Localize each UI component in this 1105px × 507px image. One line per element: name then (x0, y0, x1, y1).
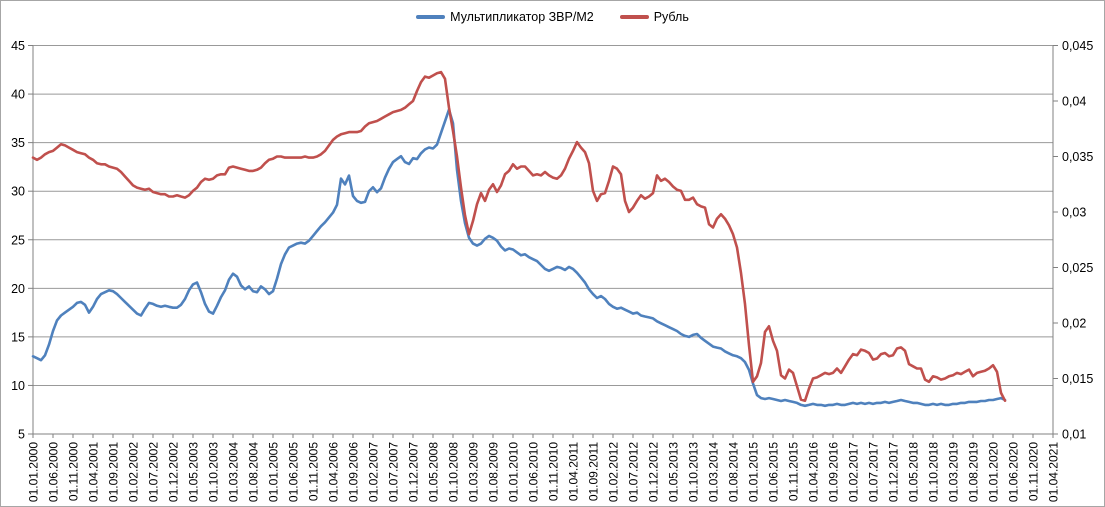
right-axis-tick-label: 0,035 (1062, 150, 1093, 164)
legend-line-blue-icon (416, 15, 446, 19)
x-axis-tick-label: 01.05.2018 (907, 442, 921, 502)
x-axis-tick-label: 01.11.2020 (1027, 442, 1041, 501)
legend-item-multiplier: Мультипликатор ЗВР/М2 (416, 10, 594, 24)
x-axis-tick-label: 01.08.2019 (967, 442, 981, 502)
x-axis-tick-label: 01.10.2013 (687, 442, 701, 502)
x-axis-tick-label: 01.06.2010 (527, 442, 541, 502)
chart-legend: Мультипликатор ЗВР/М2 Рубль (1, 10, 1104, 24)
x-axis-tick-label: 01.02.2007 (367, 442, 381, 502)
x-axis-tick-label: 01.10.2018 (927, 442, 941, 502)
x-axis-tick-label: 01.08.2004 (247, 442, 261, 502)
x-axis-tick-label: 01.09.2006 (347, 442, 361, 502)
x-axis-tick-label: 01.04.2011 (567, 442, 581, 501)
left-axis-tick-label: 40 (11, 88, 25, 102)
left-axis-tick-label: 30 (11, 185, 25, 199)
x-axis-tick-label: 01.07.2007 (387, 442, 401, 502)
x-axis-tick-label: 01.11.2015 (787, 442, 801, 501)
x-axis-tick-label: 01.11.2005 (307, 442, 321, 501)
x-axis-tick-label: 01.01.2010 (507, 442, 521, 502)
x-axis-tick-label: 01.11.2000 (67, 442, 81, 501)
right-axis-tick-label: 0,015 (1062, 372, 1093, 386)
left-axis-tick-label: 15 (11, 330, 25, 344)
x-axis-tick-label: 01.08.2009 (487, 442, 501, 502)
x-axis-tick-label: 01.01.2015 (747, 442, 761, 502)
x-axis-tick-label: 01.12.2002 (167, 442, 181, 502)
x-axis-tick-label: 01.06.2000 (47, 442, 61, 502)
x-axis-tick-label: 01.12.2007 (407, 442, 421, 502)
legend-item-ruble: Рубль (619, 10, 689, 24)
left-axis-tick-label: 25 (11, 233, 25, 247)
right-axis-tick-label: 0,025 (1062, 261, 1093, 275)
left-axis-tick-label: 5 (18, 428, 25, 442)
x-axis-tick-label: 01.07.2017 (867, 442, 881, 502)
x-axis-tick-label: 01.02.2002 (127, 442, 141, 502)
x-axis-tick-label: 01.12.2017 (887, 442, 901, 502)
x-axis-tick-label: 01.05.2013 (667, 442, 681, 502)
x-axis-tick-label: 01.09.2001 (107, 442, 121, 502)
x-axis-tick-label: 01.03.2019 (947, 442, 961, 502)
x-axis-tick-label: 01.09.2016 (827, 442, 841, 502)
left-axis-tick-label: 10 (11, 379, 25, 393)
x-axis-tick-label: 01.05.2008 (427, 442, 441, 502)
x-axis-tick-label: 01.01.2000 (27, 442, 41, 502)
x-axis-tick-label: 01.09.2011 (587, 442, 601, 501)
x-axis-tick-label: 01.05.2003 (187, 442, 201, 502)
x-axis-tick-label: 01.04.2016 (807, 442, 821, 502)
legend-label-ruble: Рубль (653, 10, 689, 24)
left-axis-tick-label: 45 (11, 39, 25, 53)
x-axis-tick-label: 01.03.2009 (467, 442, 481, 502)
right-axis-tick-label: 0,02 (1062, 317, 1086, 331)
right-axis-tick-label: 0,03 (1062, 206, 1086, 220)
x-axis-tick-label: 01.07.2012 (627, 442, 641, 502)
x-axis-tick-label: 01.02.2012 (607, 442, 621, 502)
x-axis-tick-label: 01.06.2015 (767, 442, 781, 502)
x-axis-tick-label: 01.03.2014 (707, 442, 721, 502)
x-axis-tick-label: 01.04.2001 (87, 442, 101, 502)
x-axis-tick-label: 01.07.2002 (147, 442, 161, 502)
right-axis-tick-label: 0,04 (1062, 95, 1086, 109)
x-axis-tick-label: 01.08.2014 (727, 442, 741, 502)
series-line-ruble (31, 70, 1007, 403)
x-axis-tick-label: 01.10.2003 (207, 442, 221, 502)
x-axis-tick-label: 01.06.2005 (287, 442, 301, 502)
x-axis-tick-label: 01.01.2020 (987, 442, 1001, 502)
legend-label-multiplier: Мультипликатор ЗВР/М2 (450, 10, 594, 24)
x-axis-tick-label: 01.04.2006 (327, 442, 341, 502)
x-axis-tick-label: 01.10.2008 (447, 442, 461, 502)
right-axis-tick-label: 0,01 (1062, 428, 1086, 442)
x-axis-tick-label: 01.03.2004 (227, 442, 241, 502)
x-axis-tick-label: 01.02.2017 (847, 442, 861, 502)
right-axis-tick-label: 0,045 (1062, 39, 1093, 53)
x-axis-tick-label: 01.06.2020 (1007, 442, 1021, 502)
series-line-multiplier (31, 108, 1007, 408)
legend-line-red-icon (619, 15, 649, 19)
x-axis-tick-label: 01.01.2005 (267, 442, 281, 502)
x-axis-tick-label: 01.04.2021 (1047, 442, 1061, 502)
x-axis-tick-label: 01.11.2010 (547, 442, 561, 501)
x-axis-tick-label: 01.12.2012 (647, 442, 661, 502)
left-axis-tick-label: 20 (11, 282, 25, 296)
left-axis-tick-label: 35 (11, 136, 25, 150)
